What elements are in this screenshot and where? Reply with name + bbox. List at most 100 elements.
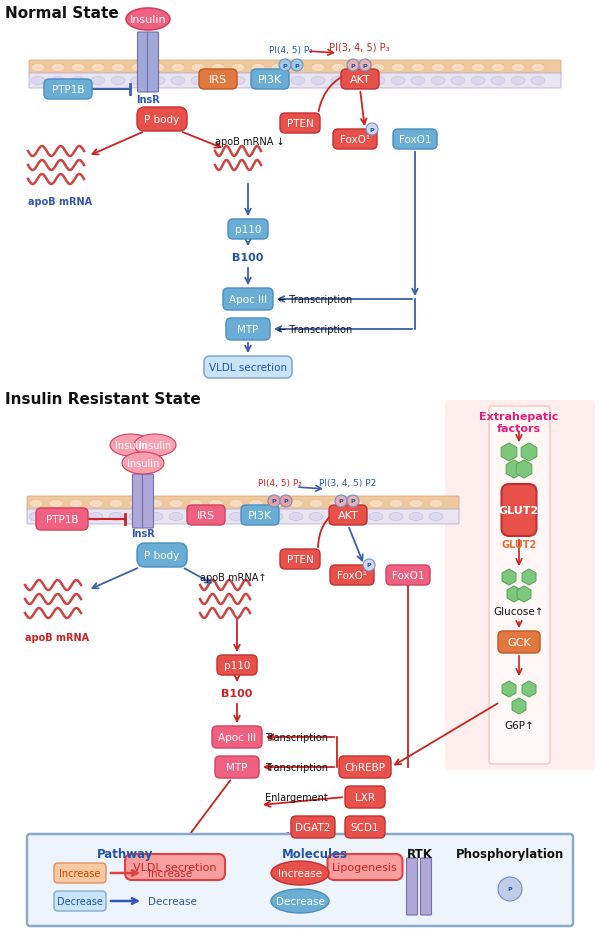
FancyBboxPatch shape xyxy=(421,858,431,915)
Ellipse shape xyxy=(169,500,183,508)
FancyBboxPatch shape xyxy=(328,854,403,880)
Ellipse shape xyxy=(391,65,405,72)
Text: B100: B100 xyxy=(221,688,253,698)
Polygon shape xyxy=(506,461,522,478)
FancyBboxPatch shape xyxy=(199,70,237,90)
FancyBboxPatch shape xyxy=(44,80,92,100)
FancyBboxPatch shape xyxy=(29,74,561,89)
Ellipse shape xyxy=(411,78,425,85)
Text: Increase: Increase xyxy=(278,868,322,878)
FancyBboxPatch shape xyxy=(137,544,187,567)
Text: Insulin Resistant State: Insulin Resistant State xyxy=(5,392,201,407)
Ellipse shape xyxy=(131,78,145,85)
Ellipse shape xyxy=(31,65,45,72)
Ellipse shape xyxy=(191,78,205,85)
Text: VLDL secretion: VLDL secretion xyxy=(209,362,287,373)
Text: ← Transcription: ← Transcription xyxy=(278,295,352,305)
FancyBboxPatch shape xyxy=(291,816,335,838)
Text: PTEN: PTEN xyxy=(287,119,313,129)
Ellipse shape xyxy=(329,513,343,521)
Ellipse shape xyxy=(126,9,170,31)
Text: VLDL secretion: VLDL secretion xyxy=(133,862,217,872)
Text: IRS: IRS xyxy=(197,510,215,520)
FancyBboxPatch shape xyxy=(27,509,459,524)
Text: apoB mRNA↑: apoB mRNA↑ xyxy=(200,573,266,582)
Polygon shape xyxy=(502,681,516,697)
Text: G6P↑: G6P↑ xyxy=(504,720,534,730)
Text: FoxO¹: FoxO¹ xyxy=(337,570,367,580)
FancyBboxPatch shape xyxy=(54,863,106,883)
Polygon shape xyxy=(516,461,532,478)
FancyBboxPatch shape xyxy=(280,114,320,134)
Text: Insulin: Insulin xyxy=(130,15,166,25)
Polygon shape xyxy=(522,569,536,585)
Ellipse shape xyxy=(211,65,225,72)
Text: GLUT2: GLUT2 xyxy=(499,505,539,516)
Ellipse shape xyxy=(411,65,425,72)
Circle shape xyxy=(363,560,375,571)
Text: AKT: AKT xyxy=(350,75,370,85)
Ellipse shape xyxy=(331,65,345,72)
Ellipse shape xyxy=(451,78,465,85)
Text: P: P xyxy=(370,127,374,132)
Ellipse shape xyxy=(351,65,365,72)
Ellipse shape xyxy=(511,65,525,72)
FancyBboxPatch shape xyxy=(489,406,550,764)
FancyBboxPatch shape xyxy=(204,357,292,378)
Polygon shape xyxy=(512,698,526,714)
Text: Decrease: Decrease xyxy=(148,896,197,906)
FancyBboxPatch shape xyxy=(125,854,225,880)
Ellipse shape xyxy=(71,65,85,72)
Ellipse shape xyxy=(349,500,363,508)
Text: P: P xyxy=(350,499,355,504)
Text: P: P xyxy=(367,563,371,568)
Ellipse shape xyxy=(209,500,223,508)
Ellipse shape xyxy=(511,78,525,85)
Ellipse shape xyxy=(189,500,203,508)
Ellipse shape xyxy=(151,65,165,72)
Ellipse shape xyxy=(111,78,125,85)
Ellipse shape xyxy=(291,65,305,72)
Text: Increase: Increase xyxy=(59,868,101,878)
FancyBboxPatch shape xyxy=(143,475,154,529)
Ellipse shape xyxy=(171,78,185,85)
Ellipse shape xyxy=(471,78,485,85)
Ellipse shape xyxy=(409,513,423,521)
Text: MTP: MTP xyxy=(226,762,248,772)
Text: P body: P body xyxy=(145,550,179,561)
Ellipse shape xyxy=(151,78,165,85)
Ellipse shape xyxy=(131,65,145,72)
Ellipse shape xyxy=(129,500,143,508)
Ellipse shape xyxy=(471,65,485,72)
FancyBboxPatch shape xyxy=(27,834,573,926)
Ellipse shape xyxy=(209,513,223,521)
FancyBboxPatch shape xyxy=(212,726,262,748)
Text: Molecules: Molecules xyxy=(282,847,348,860)
Circle shape xyxy=(335,495,347,507)
Ellipse shape xyxy=(91,78,105,85)
Ellipse shape xyxy=(351,78,365,85)
Ellipse shape xyxy=(369,513,383,521)
Circle shape xyxy=(347,60,359,72)
Ellipse shape xyxy=(49,500,63,508)
FancyBboxPatch shape xyxy=(27,496,459,511)
Text: LXR: LXR xyxy=(355,792,375,802)
Polygon shape xyxy=(501,444,517,461)
Ellipse shape xyxy=(329,500,343,508)
Text: PI(4, 5) P₂: PI(4, 5) P₂ xyxy=(258,479,302,488)
Text: PI(3, 4, 5) P₃: PI(3, 4, 5) P₃ xyxy=(329,43,389,53)
Text: p110: p110 xyxy=(224,660,250,670)
Text: Insulin: Insulin xyxy=(115,441,147,450)
Ellipse shape xyxy=(134,434,176,457)
Ellipse shape xyxy=(391,78,405,85)
Ellipse shape xyxy=(111,65,125,72)
Ellipse shape xyxy=(249,513,263,521)
Text: Enlargement: Enlargement xyxy=(265,792,328,802)
FancyBboxPatch shape xyxy=(215,756,259,778)
FancyBboxPatch shape xyxy=(445,401,595,770)
FancyBboxPatch shape xyxy=(330,565,374,585)
Ellipse shape xyxy=(491,65,505,72)
Text: Insulin: Insulin xyxy=(139,441,171,450)
Polygon shape xyxy=(507,586,521,603)
Text: Apoc III: Apoc III xyxy=(229,295,267,305)
